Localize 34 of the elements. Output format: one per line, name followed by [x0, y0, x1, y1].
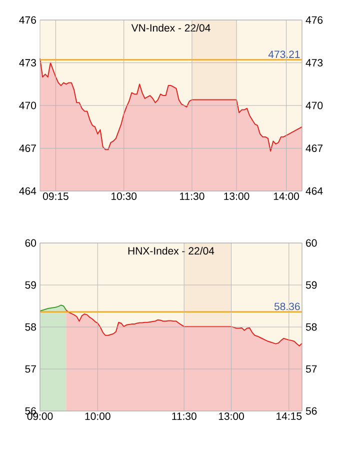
- ref-line-label: 473.21: [268, 50, 300, 58]
- y-tick-label: 476: [19, 16, 36, 24]
- x-tick-label: 14:00: [274, 192, 299, 200]
- y2-tick-label: 473: [306, 59, 323, 66]
- x-tick-label: 11:30: [180, 192, 204, 200]
- y2-tick-label: 57: [306, 365, 317, 373]
- y2-tick-label: 476: [306, 16, 323, 24]
- y-tick-label: 57: [25, 365, 36, 373]
- y2-tick-label: 58: [306, 323, 317, 331]
- y2-tick-label: 464: [306, 187, 323, 195]
- y2-tick-label: 60: [306, 239, 317, 247]
- y-tick-label: 59: [25, 281, 36, 289]
- x-tick-label: 10:30: [112, 192, 137, 200]
- y2-tick-label: 59: [306, 281, 317, 289]
- x-tick-label: 09:15: [42, 192, 68, 200]
- y-tick-label: 60: [25, 239, 36, 247]
- chart-title: HNX-Index - 22/04: [128, 246, 214, 255]
- x-tick-label: 13:00: [218, 412, 244, 420]
- x-tick-label: 14:15: [276, 412, 302, 420]
- y-tick-label: 58: [25, 323, 36, 331]
- chart-title: VN-Index - 22/04: [131, 24, 210, 32]
- y-tick-label: 56: [25, 407, 36, 415]
- y-tick-label: 464: [19, 187, 36, 195]
- y-tick-label: 470: [19, 102, 36, 110]
- y-tick-label: 467: [19, 144, 36, 152]
- x-tick-label: 13:00: [224, 192, 250, 200]
- x-tick-label: 09:00: [27, 412, 53, 420]
- y2-tick-label: 467: [306, 144, 323, 152]
- y2-tick-label: 56: [306, 407, 317, 415]
- x-tick-label: 10:00: [85, 412, 110, 420]
- x-tick-label: 11:30: [172, 412, 196, 420]
- y2-tick-label: 470: [306, 102, 323, 110]
- ref-line-label: 58.36: [274, 302, 300, 310]
- y-tick-label: 473: [19, 59, 36, 66]
